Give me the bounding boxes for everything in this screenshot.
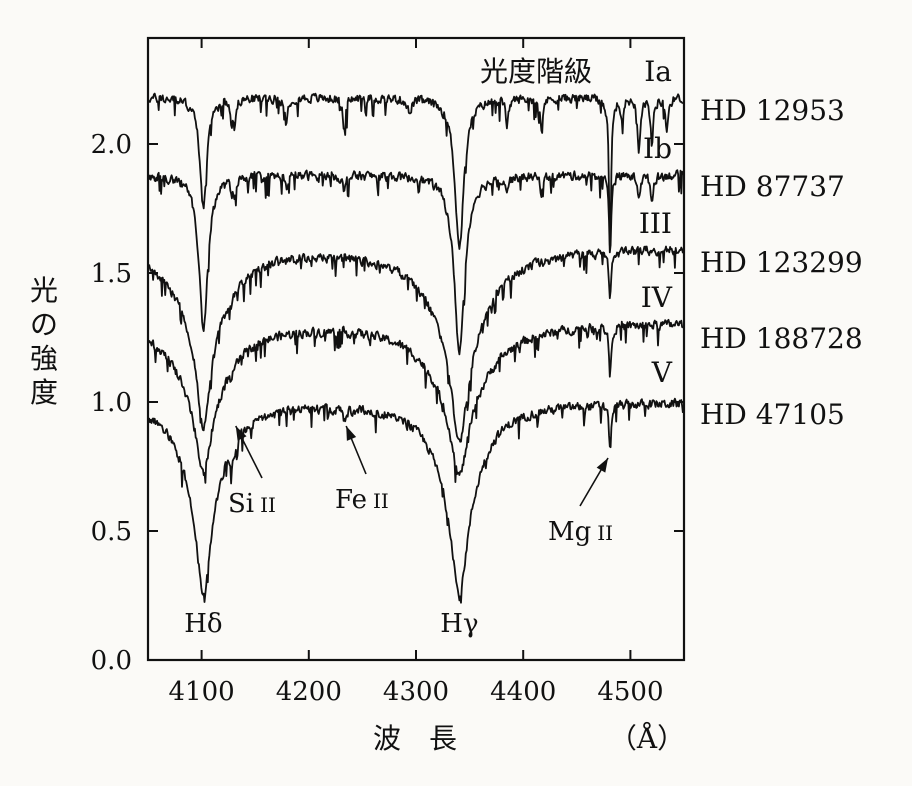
star-name-label: HD 123299 — [700, 246, 863, 279]
series-line-ib — [148, 169, 684, 356]
series-line-iii — [148, 245, 684, 443]
y-tick-label: 1.5 — [91, 259, 132, 289]
y-axis-title: 光の強度 — [30, 274, 58, 409]
y-axis-label-char: 強 — [30, 342, 58, 375]
series-line-v — [148, 397, 684, 604]
ionization-stage: II — [373, 489, 389, 513]
element-symbol: Fe — [335, 485, 367, 515]
x-tick-label: 4200 — [276, 677, 342, 707]
y-tick-label: 0.0 — [91, 646, 132, 676]
x-axis-unit: （Å） — [609, 722, 685, 755]
luminosity-class-label: IV — [641, 281, 673, 314]
y-axis-label-char: 度 — [30, 376, 58, 409]
element-symbol: Si — [228, 489, 254, 519]
y-tick-label: 2.0 — [91, 130, 132, 160]
x-tick-label: 4400 — [490, 677, 556, 707]
annotation-arrowhead — [235, 426, 247, 441]
luminosity-class-label: V — [651, 356, 673, 389]
annotation-arrowhead — [596, 458, 609, 473]
y-axis-label-char: の — [30, 308, 58, 341]
spectra-series — [148, 92, 684, 604]
x-tick-label: 4100 — [169, 677, 235, 707]
star-name-label: HD 188728 — [700, 322, 863, 355]
series-labels: Ia HD 12953 Ib HD 87737 III HD 123299 IV HD 188… — [639, 55, 863, 431]
y-tick-label: 0.5 — [91, 517, 132, 547]
star-name-label: HD 12953 — [700, 94, 845, 127]
y-axis-label: 光の強度 — [30, 274, 58, 409]
luminosity-class-label: Ia — [644, 55, 672, 88]
annotation-label: Si II — [228, 489, 276, 519]
plot-frame — [146, 36, 686, 662]
ionization-stage: II — [260, 493, 276, 517]
x-tick-label: 4500 — [597, 677, 663, 707]
series-line-ia — [148, 92, 684, 250]
annotation-label: Fe II — [335, 485, 389, 515]
annotation-arrowhead — [346, 426, 357, 441]
annotation-label: Mg II — [548, 517, 613, 547]
balmer-line-label: Hγ — [440, 609, 478, 639]
balmer-line-label: Hδ — [184, 609, 222, 639]
axis-ticks: 4100 4200 4300 4400 4500 0.0 0.5 1.0 1.5 2.0 — [91, 38, 684, 707]
y-axis-label-char: 光 — [30, 274, 58, 307]
y-tick-label: 1.0 — [91, 388, 132, 418]
star-name-label: HD 47105 — [700, 398, 845, 431]
luminosity-class-header: 光度階級 — [480, 55, 592, 88]
x-axis-label: 波 長 — [373, 722, 457, 755]
element-symbol: Mg — [548, 517, 591, 547]
series-line-iv — [148, 318, 684, 484]
star-name-label: HD 87737 — [700, 170, 845, 203]
luminosity-class-label: Ib — [643, 132, 672, 165]
ionization-stage: II — [597, 521, 613, 545]
luminosity-class-label: III — [639, 207, 672, 240]
x-tick-label: 4300 — [383, 677, 449, 707]
